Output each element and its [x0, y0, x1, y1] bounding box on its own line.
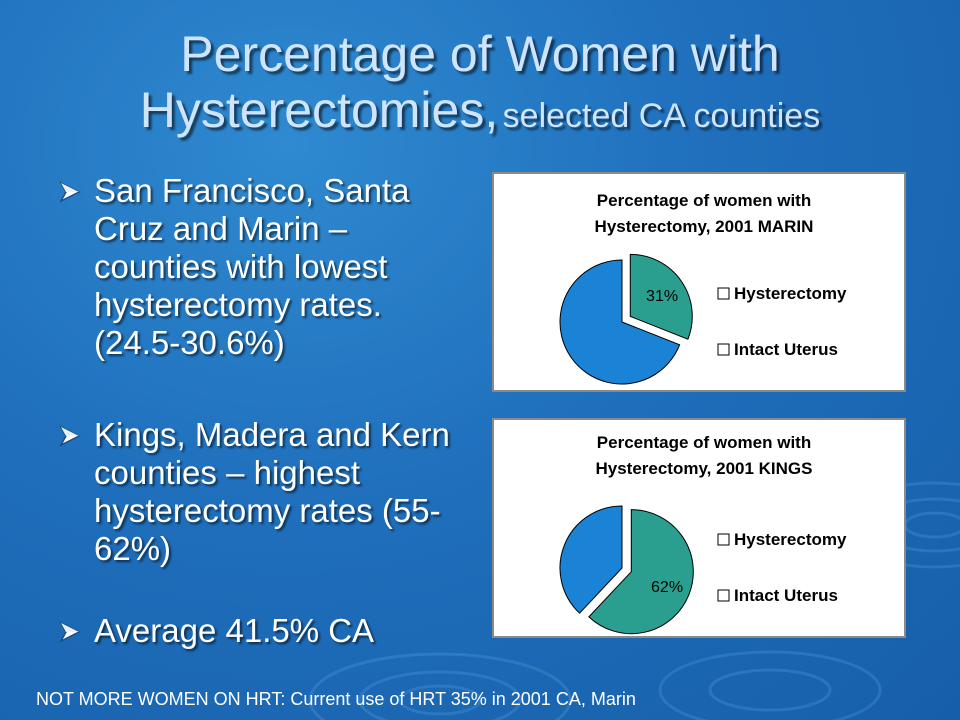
legend-swatch-hysterectomy [717, 287, 730, 300]
pie-slice-intact-uterus [559, 505, 623, 614]
legend-label-intact-uterus: Intact Uterus [734, 340, 838, 359]
footnote: NOT MORE WOMEN ON HRT: Current use of HR… [36, 689, 636, 709]
legend-swatch-hysterectomy [717, 533, 730, 546]
chart-title-line-1: Percentage of women with [597, 191, 811, 210]
data-label-hysterectomy: 62% [651, 579, 683, 596]
slide-title: Percentage of Women with Hysterectomies,… [20, 26, 940, 151]
legend-label-intact-uterus: Intact Uterus [734, 586, 838, 605]
pie-chart-marin: Percentage of women with Hysterectomy, 2… [492, 172, 906, 392]
arrow-bullet-icon [59, 425, 81, 447]
title-line-1: Percentage of Women with [180, 26, 780, 82]
legend-swatch-intact-uterus [717, 589, 730, 602]
legend-swatch-intact-uterus [717, 343, 730, 356]
pie-slice-intact-uterus [559, 259, 681, 385]
data-label-hysterectomy: 31% [646, 288, 678, 305]
pie-slices [559, 505, 694, 635]
title-line-2: Hysterectomies, [139, 82, 499, 138]
pie-slice-hysterectomy [588, 509, 694, 635]
legend: Hysterectomy Intact Uterus [717, 284, 847, 359]
chart-title-line-2: Hysterectomy, 2001 MARIN [595, 217, 814, 236]
legend-label-hysterectomy: Hysterectomy [734, 284, 847, 303]
pie-slice-hysterectomy [629, 253, 693, 340]
chart-title-line-2: Hysterectomy, 2001 KINGS [595, 459, 812, 478]
bullet-text: Average 41.5% CA [94, 612, 375, 649]
legend-label-hysterectomy: Hysterectomy [734, 530, 847, 549]
arrow-bullet-icon [59, 181, 81, 203]
legend: Hysterectomy Intact Uterus [717, 530, 847, 605]
pie-slices [559, 253, 693, 385]
title-subtitle: selected CA counties [502, 97, 821, 135]
bullet-text: San Francisco, Santa Cruz and Marin – co… [94, 172, 410, 361]
bullet-text: Kings, Madera and Kern counties – highes… [94, 416, 450, 567]
arrow-bullet-icon [59, 621, 81, 643]
chart-title-line-1: Percentage of women with [597, 433, 811, 452]
pie-chart-kings: Percentage of women with Hysterectomy, 2… [492, 418, 906, 638]
